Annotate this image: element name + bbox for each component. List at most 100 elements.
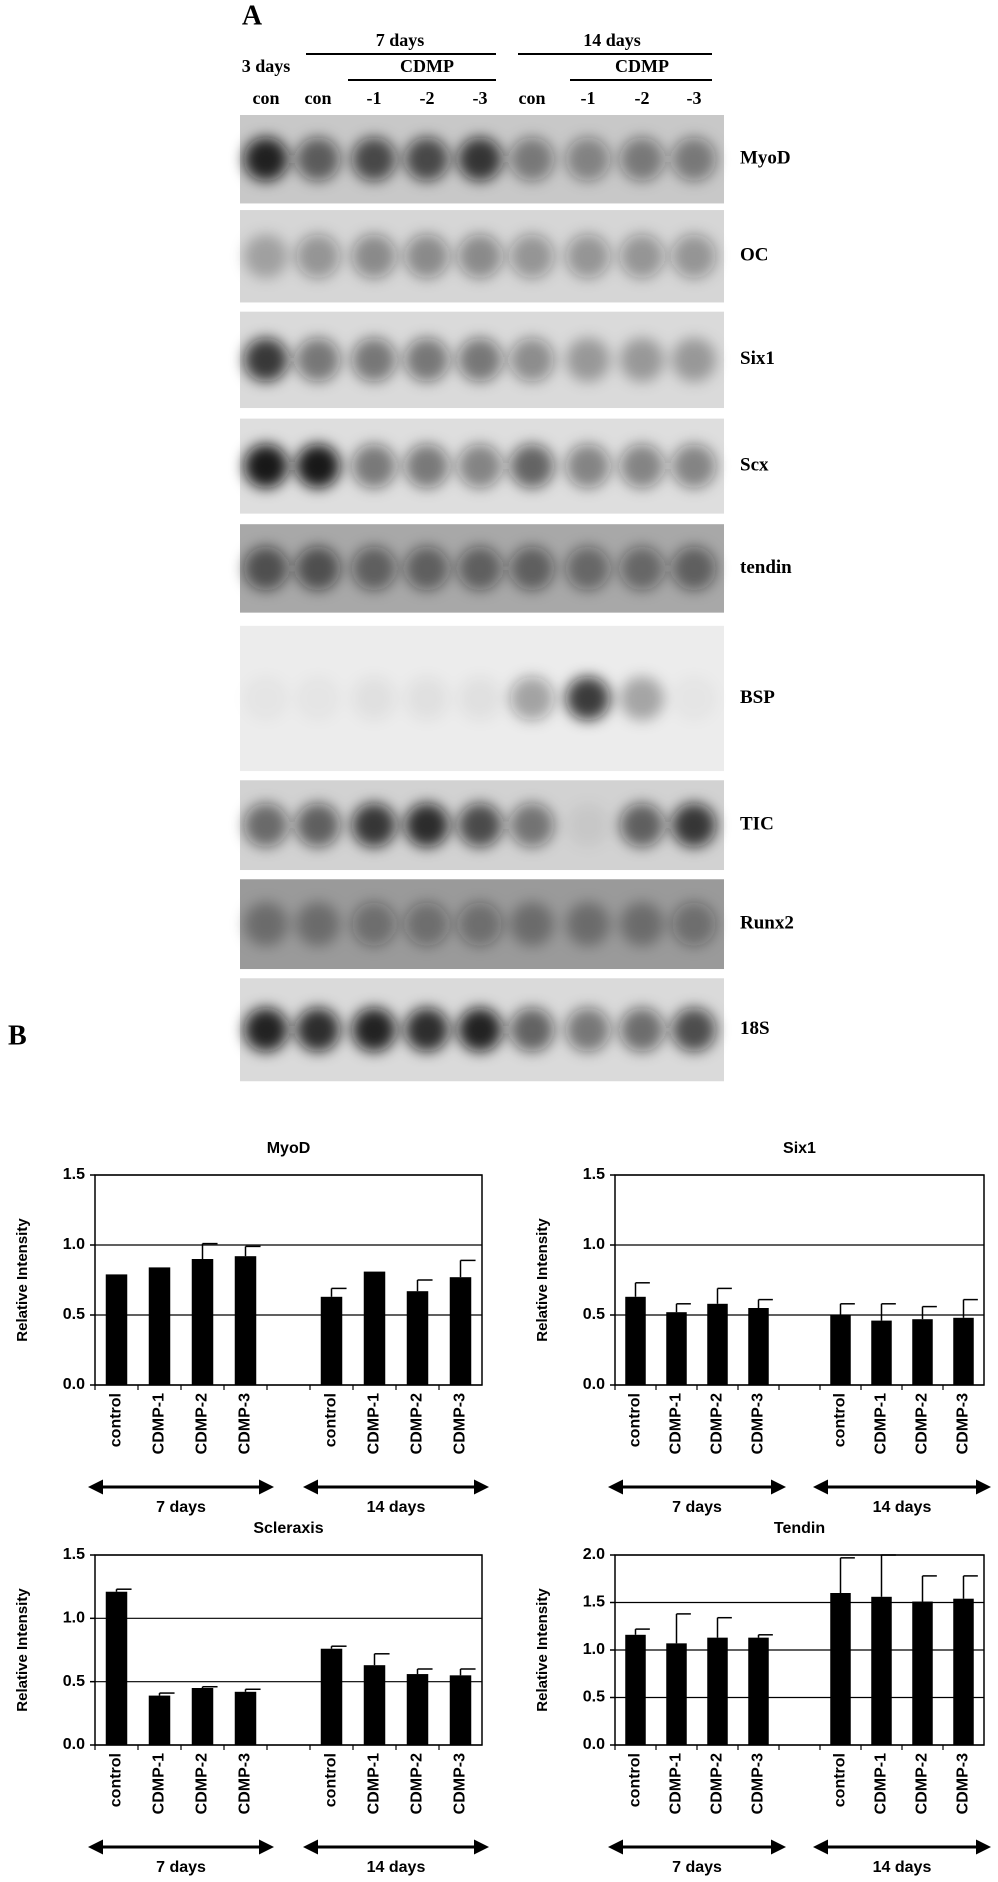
x-tick-label: CDMP-3 — [750, 1753, 767, 1814]
blot-band — [672, 546, 716, 591]
y-tick-label: 0.0 — [63, 1376, 85, 1393]
group-label: 7 days — [672, 1499, 722, 1516]
x-tick-label: CDMP-2 — [194, 1753, 211, 1814]
blot-band — [620, 902, 664, 947]
blot-band — [510, 1007, 554, 1052]
x-tick-label: CDMP-3 — [452, 1753, 469, 1814]
bar — [707, 1637, 728, 1745]
lane-label: -2 — [635, 88, 650, 108]
blot-band — [296, 803, 340, 848]
blot-band — [510, 234, 554, 279]
lane-label: -1 — [581, 88, 596, 108]
bar — [363, 1665, 386, 1745]
blot-band — [620, 803, 664, 848]
y-axis-label: Relative Intensity — [534, 1588, 551, 1712]
blot-bands — [244, 337, 716, 382]
y-tick-label: 0.5 — [63, 1673, 85, 1690]
blot-band — [296, 546, 340, 591]
blot-band — [458, 546, 502, 591]
blot-band — [566, 1007, 610, 1052]
blot-band — [405, 546, 449, 591]
blot-bands — [244, 546, 716, 591]
blot-band — [405, 676, 449, 721]
y-tick-label: 1.0 — [583, 1641, 605, 1658]
blot-band — [672, 902, 716, 947]
chart-title: Six1 — [783, 1140, 816, 1157]
y-tick-label: 1.0 — [583, 1236, 605, 1253]
blot-band — [405, 137, 449, 182]
lane-label: -3 — [687, 88, 702, 108]
x-tick-label: CDMP-2 — [914, 1393, 931, 1454]
gene-label: Runx2 — [740, 913, 794, 934]
bar — [748, 1308, 769, 1385]
lane-header: 3 days — [242, 56, 291, 76]
blot-bands — [244, 1007, 716, 1052]
blot-bands — [244, 676, 664, 721]
lane-label: con — [519, 88, 546, 108]
blot-band — [458, 676, 502, 721]
y-tick-label: 0.0 — [583, 1736, 605, 1753]
blot-band — [566, 137, 610, 182]
blot-band — [405, 902, 449, 947]
blot-band — [244, 337, 288, 382]
gene-label: MyoD — [740, 148, 791, 169]
x-tick-label: CDMP-2 — [409, 1753, 426, 1814]
blot-band — [566, 234, 610, 279]
lane-label: -3 — [473, 88, 488, 108]
y-axis-label: Relative Intensity — [14, 1218, 31, 1342]
blot-band — [296, 902, 340, 947]
blot-band — [352, 902, 396, 947]
bar — [625, 1634, 646, 1745]
gene-label: Six1 — [740, 348, 775, 369]
x-tick-label: CDMP-2 — [409, 1393, 426, 1454]
gene-label: tendin — [740, 557, 792, 578]
group-label: 7 days — [156, 1499, 206, 1516]
blot-band — [244, 546, 288, 591]
x-tick-label: control — [323, 1393, 340, 1447]
bar — [830, 1315, 851, 1385]
group-label: 14 days — [367, 1499, 426, 1516]
y-tick-label: 0.5 — [583, 1306, 605, 1323]
blot-band — [244, 444, 288, 489]
blot-band — [566, 676, 610, 721]
bar — [871, 1320, 892, 1385]
blot-band — [510, 803, 554, 848]
x-tick-label: control — [627, 1393, 644, 1447]
x-tick-label: CDMP-3 — [237, 1753, 254, 1814]
lane-label: -2 — [420, 88, 435, 108]
blot-band — [296, 137, 340, 182]
bar — [953, 1317, 974, 1385]
blot-band — [620, 234, 664, 279]
y-tick-label: 1.0 — [63, 1236, 85, 1253]
blot-band — [510, 337, 554, 382]
blot-band — [510, 546, 554, 591]
y-axis-label: Relative Intensity — [14, 1588, 31, 1712]
y-tick-label: 0.5 — [63, 1306, 85, 1323]
blot-band — [405, 1007, 449, 1052]
blot-band — [510, 444, 554, 489]
blot-band — [352, 546, 396, 591]
y-tick-label: 1.0 — [63, 1610, 85, 1627]
x-tick-label: CDMP-2 — [194, 1393, 211, 1454]
gene-label: TIC — [740, 814, 774, 835]
x-tick-label: CDMP-1 — [151, 1393, 168, 1454]
blot-band — [458, 902, 502, 947]
blot-band — [244, 676, 288, 720]
group-label: 14 days — [367, 1859, 426, 1876]
blot-band — [352, 1007, 396, 1052]
blot-band — [296, 676, 340, 720]
blot-band — [620, 1007, 664, 1052]
blot-band — [458, 1007, 502, 1052]
blot-band — [296, 337, 340, 382]
treatment-header: CDMP — [615, 56, 669, 76]
blot-band — [352, 137, 396, 182]
bar — [406, 1674, 429, 1745]
blot-bands — [244, 902, 716, 947]
x-tick-label: CDMP-1 — [366, 1753, 383, 1814]
x-tick-label: CDMP-1 — [151, 1753, 168, 1814]
x-tick-label: CDMP-1 — [873, 1753, 890, 1814]
x-tick-label: CDMP-3 — [955, 1393, 972, 1454]
group-label: 14 days — [873, 1499, 932, 1516]
blot-band — [566, 444, 610, 489]
bar — [666, 1643, 687, 1745]
